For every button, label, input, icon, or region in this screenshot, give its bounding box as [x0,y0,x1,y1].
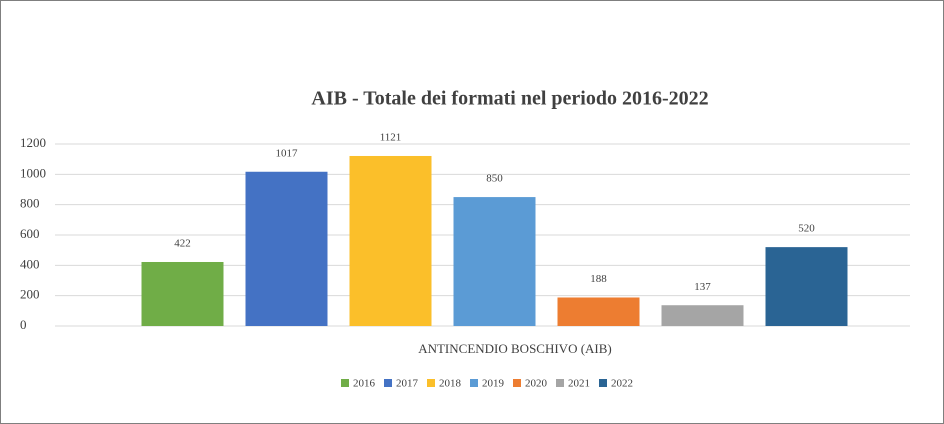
y-tick-label: 200 [20,287,40,302]
bar [141,261,224,326]
y-tick-label: 400 [20,256,40,271]
legend-swatch [599,379,607,387]
x-axis-label: ANTINCENDIO BOSCHIVO (AIB) [418,341,612,356]
legend-label: 2019 [482,378,505,390]
y-tick-label: 1000 [20,165,46,180]
legend-label: 2022 [611,378,633,390]
legend-swatch [341,379,349,387]
legend-label: 2021 [568,378,590,390]
data-label: 850 [486,173,503,185]
legend-swatch [427,379,435,387]
y-tick-label: 0 [20,317,27,332]
data-label: 1017 [276,147,299,159]
bar [557,297,640,326]
y-tick-label: 600 [20,226,40,241]
bar [453,197,536,326]
data-label: 520 [798,223,815,235]
legend-swatch [384,379,392,387]
data-label: 422 [174,238,191,250]
legend-swatch [556,379,564,387]
legend-label: 2020 [525,378,548,390]
legend-label: 2017 [396,378,419,390]
legend-swatch [513,379,521,387]
y-tick-label: 800 [20,196,40,211]
data-label: 137 [694,281,711,293]
legend-swatch [470,379,478,387]
bar [765,247,848,326]
data-label: 188 [590,273,607,285]
y-tick-label: 1200 [20,135,46,150]
data-label: 1121 [380,132,402,144]
legend-label: 2016 [353,378,376,390]
bar [245,171,328,326]
chart-title: AIB - Totale dei formati nel periodo 201… [311,88,708,110]
bar [349,155,432,326]
bar [661,305,744,326]
legend-label: 2018 [439,378,462,390]
